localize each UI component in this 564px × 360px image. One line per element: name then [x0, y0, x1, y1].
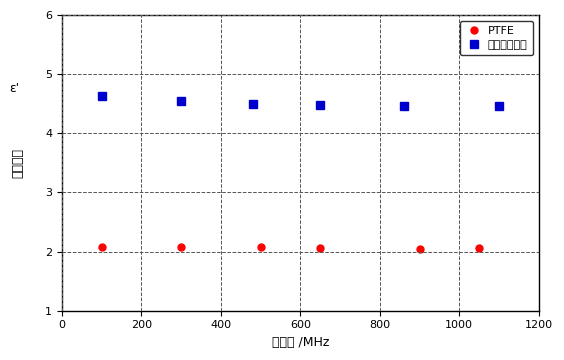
- X-axis label: 周波数 /MHz: 周波数 /MHz: [272, 336, 329, 349]
- PTFE: [98, 245, 105, 249]
- PTFE: [257, 245, 264, 249]
- 回路基板材料: [317, 103, 324, 107]
- 回路基板材料: [249, 102, 256, 106]
- Text: ε': ε': [9, 82, 19, 95]
- PTFE: [317, 246, 324, 250]
- 回路基板材料: [496, 103, 503, 108]
- PTFE: [416, 246, 423, 251]
- 回路基板材料: [178, 99, 184, 103]
- PTFE: [476, 246, 483, 250]
- 回路基板材料: [98, 94, 105, 98]
- Line: PTFE: PTFE: [98, 243, 483, 252]
- Legend: PTFE, 回路基板材料: PTFE, 回路基板材料: [460, 21, 534, 55]
- Line: 回路基板材料: 回路基板材料: [98, 92, 503, 110]
- Y-axis label: 比誤電率: 比誤電率: [11, 148, 24, 178]
- 回路基板材料: [400, 103, 407, 108]
- PTFE: [178, 245, 184, 249]
